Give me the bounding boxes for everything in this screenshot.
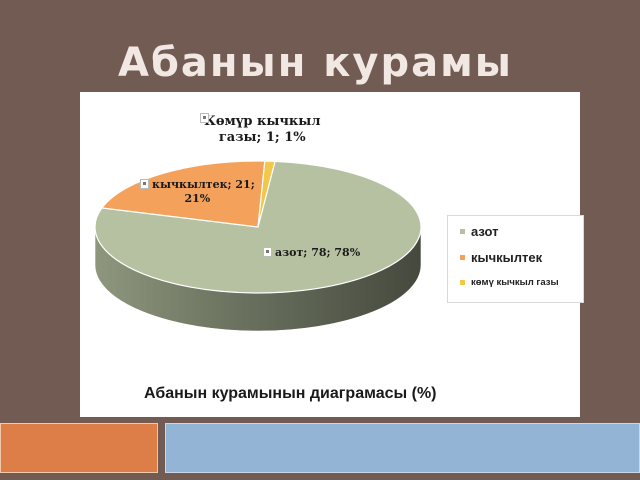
pie-chart [94, 160, 422, 332]
footer-bar-orange [0, 423, 158, 473]
chart-legend: азот кычкылтек көмү кычкыл газы [447, 215, 584, 303]
chart-panel: азот; 78; 78% кычкылтек; 21; 21% Көмүр к… [80, 92, 584, 417]
legend-item-komur: көмү кычкыл газы [460, 277, 559, 288]
legend-item-kychkyltek: кычкылтек [460, 250, 542, 265]
legend-swatch [460, 229, 465, 234]
slide-title: Абанын курамы [118, 40, 513, 86]
legend-swatch [460, 255, 465, 260]
footer-bar-blue [165, 423, 640, 473]
data-label-azot: азот; 78; 78% [263, 246, 360, 260]
legend-item-azot: азот [460, 224, 499, 239]
label-marker-icon [200, 113, 209, 123]
label-marker-icon [263, 247, 272, 257]
pie-slice-көмүр кычкыл газы [257, 160, 276, 228]
pie-slice-кычкылтек [100, 160, 266, 228]
data-label-kychkyltek: кычкылтек; 21; 21% [140, 178, 255, 206]
label-marker-icon [140, 179, 149, 189]
legend-swatch [460, 280, 465, 285]
data-label-komur: Көмүр кычкыл газы; 1; 1% [200, 113, 320, 147]
chart-caption: Абанын курамынын диаграмасы (%) [144, 385, 437, 402]
